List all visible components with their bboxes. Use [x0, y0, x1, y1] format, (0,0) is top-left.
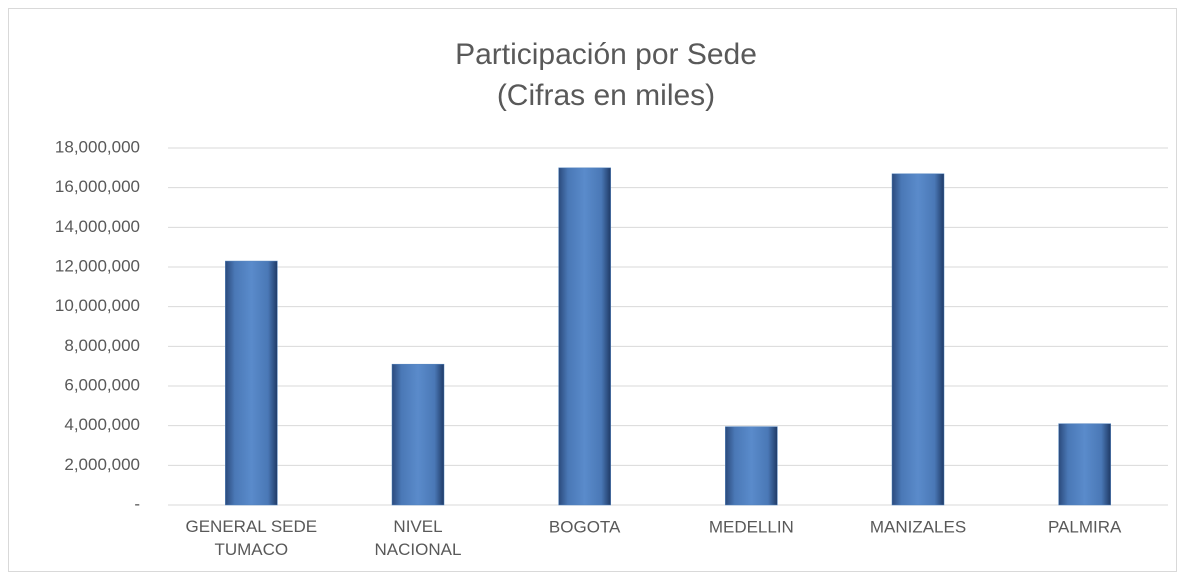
y-tick-label: 16,000,000 — [55, 177, 140, 196]
x-tick-label: NIVEL NACIONAL — [375, 517, 462, 559]
x-tick-label: GENERAL SEDE TUMACO — [186, 517, 318, 559]
bar — [891, 173, 945, 506]
chart-title: Participación por Sede — [455, 38, 757, 71]
y-tick-label: 12,000,000 — [55, 256, 140, 275]
y-tick-label: 8,000,000 — [64, 336, 140, 355]
chart-subtitle: (Cifras en miles) — [497, 79, 715, 112]
bar — [558, 167, 611, 506]
y-tick-label: - — [134, 494, 140, 513]
y-tick-label: 2,000,000 — [64, 455, 140, 474]
x-tick-label: PALMIRA — [1048, 517, 1122, 536]
y-tick-label: 10,000,000 — [55, 296, 140, 315]
x-tick-label: MEDELLIN — [709, 517, 794, 536]
bar — [725, 426, 778, 506]
y-tick-label: 4,000,000 — [64, 415, 140, 434]
x-tick-label: BOGOTA — [549, 517, 621, 536]
y-tick-label: 14,000,000 — [55, 217, 140, 236]
y-tick-label: 18,000,000 — [55, 137, 140, 156]
bar — [1058, 423, 1111, 506]
bar — [391, 363, 445, 506]
bar — [225, 260, 278, 506]
y-tick-label: 6,000,000 — [64, 375, 140, 394]
x-tick-label: MANIZALES — [870, 517, 966, 536]
